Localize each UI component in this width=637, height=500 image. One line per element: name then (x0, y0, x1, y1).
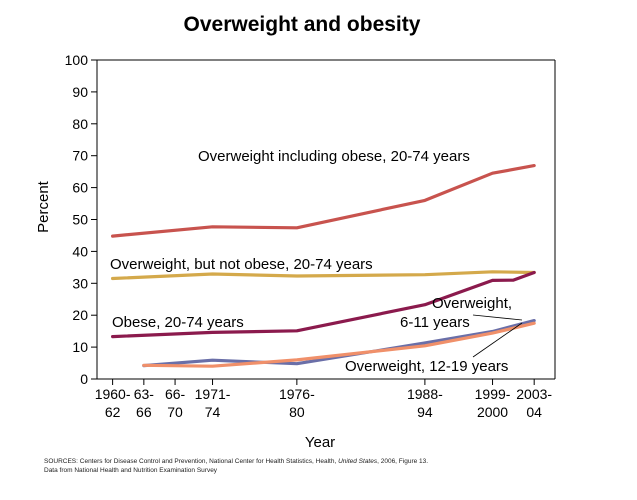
x-tick-label: 62 (105, 404, 121, 420)
y-tick-label: 90 (72, 84, 88, 100)
y-tick-label: 40 (72, 243, 88, 259)
callout-line-12-19 (472, 322, 523, 358)
source-note: SOURCES: Centers for Disease Control and… (44, 457, 604, 475)
x-tick-label: 2000 (477, 404, 508, 420)
y-tick-label: 20 (72, 307, 88, 323)
x-tick-label: 1971- (195, 386, 231, 402)
y-tick-label: 60 (72, 180, 88, 196)
x-tick-label: 66 (136, 404, 152, 420)
x-axis-title: Year (305, 434, 335, 451)
x-tick-label: 70 (167, 404, 183, 420)
x-tick-label: 80 (289, 404, 305, 420)
label-overweight-12-19: Overweight, 12-19 years (345, 358, 508, 375)
y-tick-label: 50 (72, 212, 88, 228)
x-ticks: 1960- 62 63- 66 66- 70 1971- 74 1976- 80 1988- 94 19… (95, 379, 552, 420)
x-tick-label: 63- (134, 386, 155, 402)
x-tick-label: 94 (417, 404, 433, 420)
y-tick-label: 10 (72, 339, 88, 355)
x-tick-label: 1999- (475, 386, 511, 402)
label-overweight-6-11-line2: 6-11 years (400, 314, 470, 331)
y-tick-label: 30 (72, 275, 88, 291)
source-line1-suffix: , 2006, Figure 13. (377, 458, 429, 465)
x-tick-label: 04 (526, 404, 542, 420)
source-line1-italic: United States (338, 458, 378, 465)
callout-line-6-11 (472, 314, 523, 321)
x-tick-label: 1976- (279, 386, 315, 402)
series-line-3 (110, 270, 536, 339)
x-tick-label: 1960- (95, 386, 131, 402)
y-tick-label: 80 (72, 116, 88, 132)
x-tick-label: 66- (165, 386, 186, 402)
x-tick-label: 2003- (516, 386, 552, 402)
label-overweight-not-obese: Overweight, but not obese, 20-74 years (110, 256, 373, 273)
source-line1-prefix: SOURCES: Centers for Disease Control and… (44, 458, 339, 465)
series-line-2 (110, 270, 536, 281)
y-axis-title: Percent (35, 180, 52, 233)
y-tick-label: 70 (72, 148, 88, 164)
x-tick-label: 1988- (407, 386, 443, 402)
y-tick-label: 0 (80, 371, 88, 387)
label-overweight-including-obese: Overweight including obese, 20-74 years (198, 148, 470, 165)
series-line-1 (110, 164, 536, 238)
y-ticks: 0 10 20 30 40 50 60 70 80 90 100 (65, 52, 97, 387)
x-tick-label: 74 (205, 404, 221, 420)
series-line-5 (142, 321, 536, 368)
label-overweight-6-11-line1: Overweight, (432, 295, 512, 312)
y-tick-label: 100 (65, 52, 89, 68)
chart-title: Overweight and obesity (184, 13, 421, 36)
label-obese: Obese, 20-74 years (112, 314, 244, 331)
series-lines (110, 164, 536, 368)
source-line2: Data from National Health and Nutrition … (44, 467, 218, 474)
